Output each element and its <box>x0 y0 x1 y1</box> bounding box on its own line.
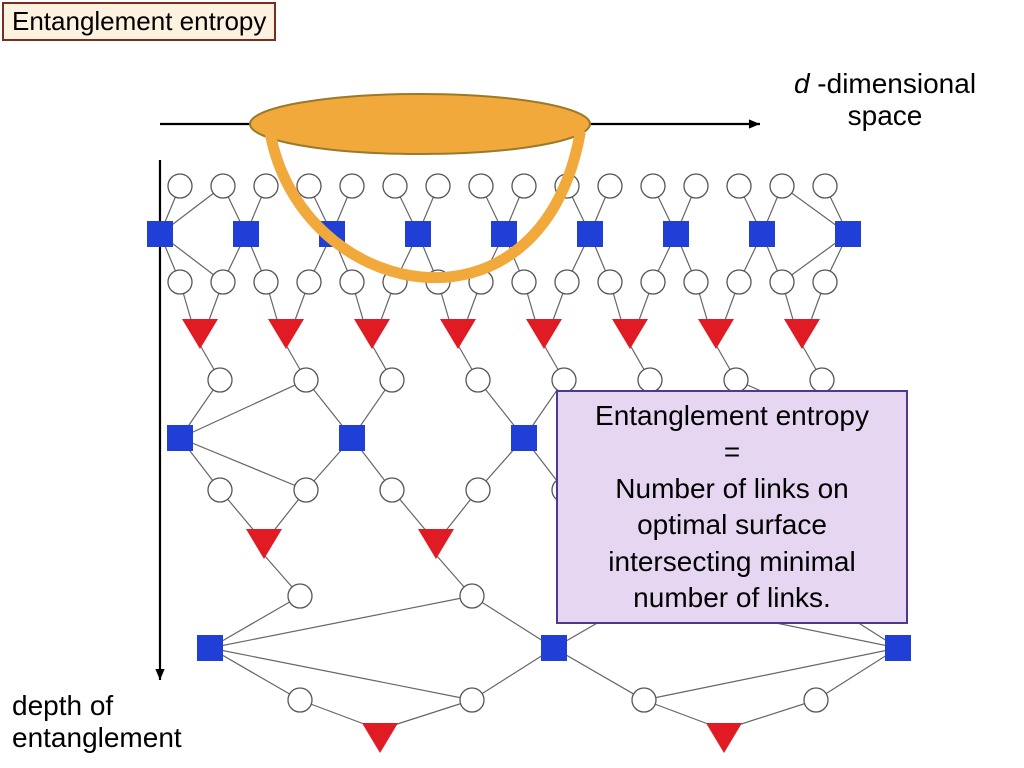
mera-diagram <box>0 0 1024 768</box>
entropy-info-box: Entanglement entropy=Number of links ono… <box>556 390 908 624</box>
